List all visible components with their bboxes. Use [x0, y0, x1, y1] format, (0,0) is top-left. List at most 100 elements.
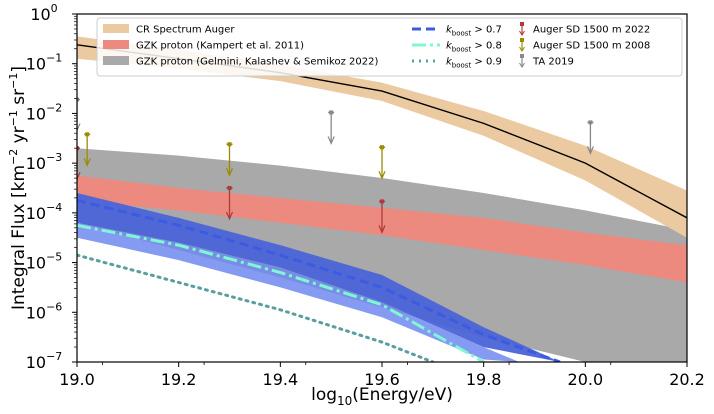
upper-limit-0-1 — [225, 186, 234, 221]
kboost-line-2 — [77, 253, 435, 362]
legend-limit-label-1: Auger SD 1500 m 2008 — [533, 41, 650, 52]
y-tick-label-7: 10−7 — [26, 350, 63, 372]
upper-limit-arrowhead — [77, 123, 81, 133]
upper-limit-0-2 — [378, 199, 386, 234]
upper-limit-2-2 — [586, 120, 594, 155]
upper-limit-1-1 — [225, 142, 234, 177]
y-tick-exp: 0 — [51, 2, 58, 15]
plot-area — [77, 36, 687, 362]
upper-limit-marker — [77, 97, 79, 102]
legend-kboost-k: k — [446, 57, 453, 68]
kboost-line-1 — [77, 223, 485, 362]
upper-limit-marker — [329, 110, 334, 115]
y-tick-base: 10 — [26, 303, 46, 322]
legend-limit-arrow-0 — [519, 30, 525, 36]
legend-kboost-k: k — [446, 25, 453, 36]
upper-limit-arrowhead — [586, 146, 594, 155]
legend-swatch-0 — [103, 24, 129, 33]
y-tick-exp: −5 — [46, 251, 62, 264]
legend-kboost-label-2: kboost > 0.9 — [446, 57, 502, 70]
y-tick-label-1: 10−1 — [26, 52, 63, 74]
kboost-line-0 — [77, 198, 561, 362]
upper-limit-2-1 — [327, 110, 335, 145]
x-tick-label-2: 19.4 — [263, 370, 299, 389]
upper-limit-marker — [85, 132, 90, 137]
legend-label-1: GZK proton (Kampert et al. 2011) — [136, 41, 304, 52]
upper-limit-1-2 — [378, 145, 386, 180]
legend-kboost-threshold: > 0.7 — [471, 25, 502, 36]
y-tick-label-2: 10−2 — [26, 101, 63, 123]
legend: CR Spectrum Auger GZK proton (Kampert et … — [96, 17, 683, 77]
upper-limit-arrowhead — [225, 168, 234, 177]
upper-limit-0-0 — [77, 146, 81, 181]
legend-kboost-label-1: kboost > 0.8 — [446, 41, 502, 54]
y-tick-label-4: 10−4 — [26, 201, 63, 223]
y-tick-base: 10 — [26, 104, 46, 123]
y-tick-base: 10 — [26, 154, 46, 173]
legend-kboost-sub: boost — [452, 46, 472, 54]
y-tick-exp: −7 — [46, 350, 62, 363]
upper-limit-marker — [380, 145, 384, 150]
legend-kboost-threshold: > 0.8 — [471, 41, 502, 52]
legend-swatch-2 — [103, 56, 129, 65]
upper-limit-marker — [588, 120, 593, 125]
upper-limit-marker — [77, 146, 79, 151]
upper-limit-2-0 — [77, 97, 81, 133]
y-tick-exp: −6 — [46, 300, 62, 313]
y-axis-label-sup: −1 — [7, 110, 20, 126]
legend-label-0: CR Spectrum Auger — [136, 25, 235, 36]
y-tick-label-6: 10−6 — [26, 300, 63, 322]
y-tick-exp: −4 — [46, 201, 62, 214]
kboost-band-1 — [77, 222, 520, 362]
legend-limit-marker-0 — [520, 22, 524, 26]
upper-limit-arrowhead — [225, 211, 234, 221]
legend-limit-label-0: Auger SD 1500 m 2022 — [533, 25, 650, 36]
upper-limit-marker — [227, 186, 232, 190]
legend-kboost-k: k — [446, 41, 453, 52]
y-tick-exp: −1 — [46, 52, 62, 65]
upper-limit-arrowhead — [77, 171, 81, 181]
x-axis-label-prefix: log — [311, 385, 337, 405]
legend-label-2: GZK proton (Gelmini, Kalashev & Semikoz … — [136, 57, 378, 68]
legend-limit-label-2: TA 2019 — [532, 57, 574, 68]
y-tick-exp: −3 — [46, 151, 62, 164]
legend-box — [96, 17, 683, 77]
y-axis-label: Integral Flux [km−2 yr−1 sr−1] — [7, 66, 29, 310]
x-tick-label-3: 19.6 — [364, 370, 400, 389]
y-axis-label-end: ] — [9, 66, 29, 73]
y-axis-label-main: Integral Flux [km — [9, 165, 29, 310]
upper-limit-marker — [227, 142, 232, 147]
x-axis-label: log10(Energy/eV) — [311, 385, 453, 408]
y-tick-label-5: 10−5 — [26, 251, 63, 273]
x-tick-label-1: 19.2 — [161, 370, 197, 389]
x-tick-label-4: 19.8 — [466, 370, 502, 389]
y-axis-label-unit: yr — [9, 126, 29, 148]
y-axis-label-unit: sr — [9, 89, 29, 110]
y-tick-base: 10 — [30, 5, 50, 24]
x-axis-label-suffix: (Energy/eV) — [352, 385, 453, 405]
x-tick-label-0: 19.0 — [59, 370, 95, 389]
legend-limit-arrow-1 — [519, 46, 525, 52]
y-axis-label-sup: −1 — [7, 73, 20, 89]
upper-limit-arrowhead — [83, 158, 91, 167]
x-tick-label-5: 20.0 — [568, 370, 604, 389]
upper-limit-marker — [380, 199, 384, 204]
y-axis-label-sup: −2 — [7, 149, 20, 165]
upper-limit-arrowhead — [378, 170, 386, 180]
y-tick-base: 10 — [26, 55, 46, 74]
y-tick-base: 10 — [26, 204, 46, 223]
legend-kboost-sub: boost — [452, 62, 472, 70]
legend-kboost-label-0: kboost > 0.7 — [446, 25, 502, 38]
kboost-band-0 — [77, 192, 560, 362]
x-axis-label-sub: 10 — [337, 394, 352, 408]
upper-limit-arrowhead — [327, 136, 335, 145]
upper-limit-arrowhead — [378, 225, 386, 234]
legend-limit-marker-2 — [520, 54, 524, 58]
legend-swatch-1 — [103, 40, 129, 49]
y-tick-label-0: 100 — [30, 2, 57, 24]
x-tick-label-6: 20.2 — [669, 370, 705, 389]
y-tick-base: 10 — [26, 353, 46, 372]
y-tick-base: 10 — [26, 254, 46, 273]
upper-limit-1-0 — [83, 132, 91, 167]
